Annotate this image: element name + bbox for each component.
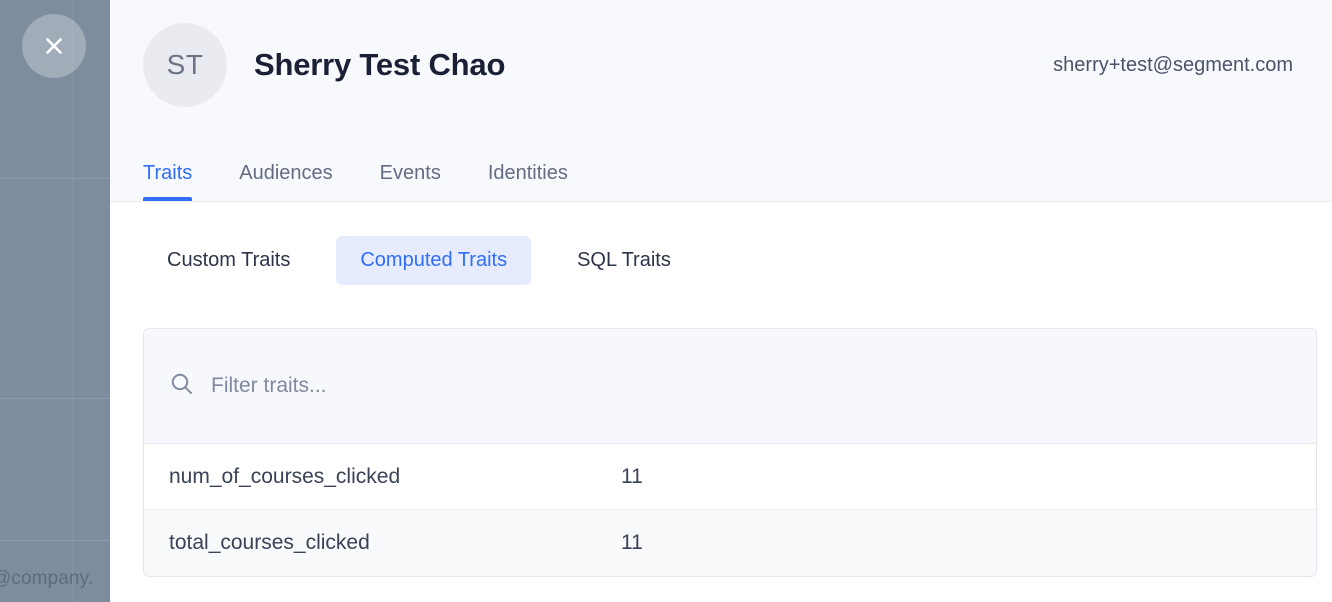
search-input[interactable] <box>211 374 1291 398</box>
profile-header: ST Sherry Test Chao sherry+test@segment.… <box>110 0 1332 202</box>
filter-bar[interactable] <box>144 329 1316 444</box>
close-icon <box>41 33 67 59</box>
avatar: ST <box>143 23 227 107</box>
backdrop-partial-text: @company. <box>0 568 94 589</box>
trait-key: num_of_courses_clicked <box>169 464 401 488</box>
trait-value: 11 <box>621 531 643 554</box>
backdrop-divider <box>0 178 110 179</box>
traits-subtabs: Custom Traits Computed Traits SQL Traits <box>143 236 695 285</box>
search-icon <box>169 371 195 402</box>
identity-row: ST Sherry Test Chao <box>143 23 505 107</box>
backdrop-divider <box>0 540 110 541</box>
user-email: sherry+test@segment.com <box>1053 54 1293 76</box>
trait-value: 11 <box>621 464 643 488</box>
tab-audiences[interactable]: Audiences <box>239 162 333 184</box>
profile-body: Custom Traits Computed Traits SQL Traits <box>110 202 1332 602</box>
subtab-computed-traits[interactable]: Computed Traits <box>336 236 532 285</box>
traits-card: num_of_courses_clicked 11 total_courses_… <box>143 328 1317 577</box>
backdrop-column-divider <box>72 0 73 602</box>
profile-panel: ST Sherry Test Chao sherry+test@segment.… <box>110 0 1332 602</box>
subtab-sql-traits[interactable]: SQL Traits <box>577 249 671 271</box>
table-row[interactable]: total_courses_clicked 11 <box>144 510 1316 576</box>
primary-tabs: Traits Audiences Events Identities <box>143 162 568 201</box>
close-modal-button[interactable] <box>22 14 86 78</box>
table-row[interactable]: num_of_courses_clicked 11 <box>144 444 1316 510</box>
tab-traits[interactable]: Traits <box>143 162 193 201</box>
modal-backdrop[interactable]: @company. <box>0 0 110 602</box>
trait-key: total_courses_clicked <box>169 531 370 554</box>
subtab-custom-traits[interactable]: Custom Traits <box>167 249 291 271</box>
tab-events[interactable]: Events <box>379 162 441 184</box>
page-title: Sherry Test Chao <box>254 47 506 82</box>
backdrop-divider <box>0 398 110 399</box>
tab-identities[interactable]: Identities <box>487 162 568 184</box>
